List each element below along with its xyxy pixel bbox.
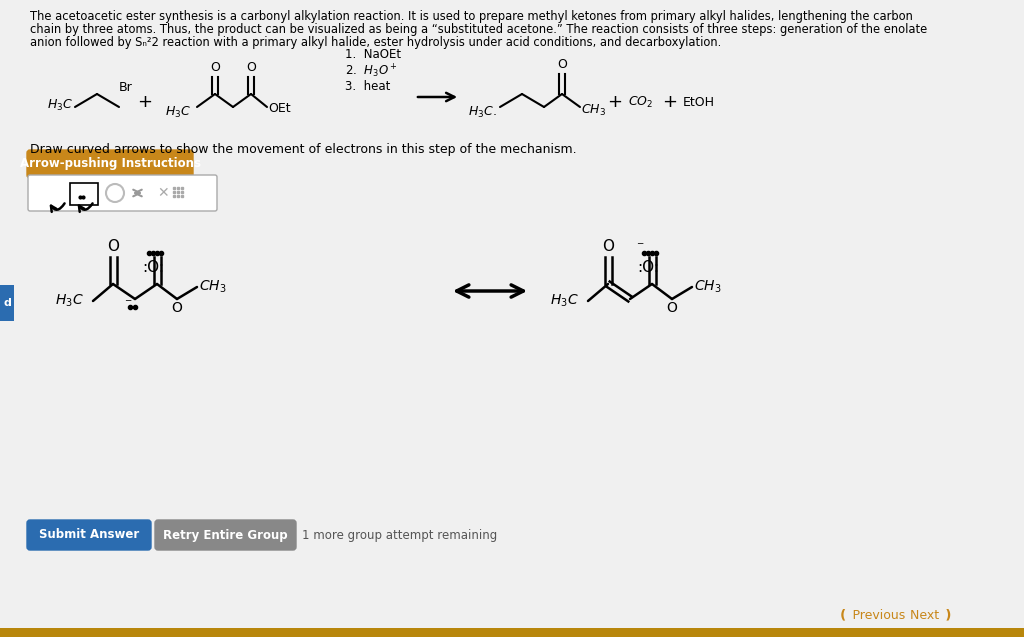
Text: O: O — [172, 301, 182, 315]
Text: $H_3C$: $H_3C$ — [47, 97, 73, 113]
Bar — [0, 285, 14, 321]
Text: EtOH: EtOH — [683, 96, 715, 108]
Text: 1 more group attempt remaining: 1 more group attempt remaining — [302, 529, 498, 541]
FancyBboxPatch shape — [27, 150, 193, 178]
Text: Draw curved arrows to show the movement of electrons in this step of the mechani: Draw curved arrows to show the movement … — [30, 143, 577, 155]
Text: +: + — [607, 93, 623, 111]
Text: $CO_2$: $CO_2$ — [628, 94, 653, 110]
Text: ❪ Previous: ❪ Previous — [838, 608, 905, 622]
Text: O: O — [106, 239, 119, 254]
Text: $^-$: $^-$ — [635, 240, 645, 253]
Text: 3.  heat: 3. heat — [345, 80, 390, 94]
Text: d: d — [3, 298, 11, 308]
Text: Submit Answer: Submit Answer — [39, 529, 139, 541]
Text: $CH_3$: $CH_3$ — [199, 279, 226, 295]
Text: Arrow-pushing Instructions: Arrow-pushing Instructions — [19, 157, 201, 171]
Text: O: O — [602, 239, 614, 254]
Text: $CH_3$: $CH_3$ — [581, 103, 606, 118]
Text: chain by three atoms. Thus, the product can be visualized as being a “substitute: chain by three atoms. Thus, the product … — [30, 23, 928, 36]
Text: 2.  $H_3O^+$: 2. $H_3O^+$ — [345, 62, 397, 80]
Text: O: O — [246, 61, 256, 74]
Text: The acetoacetic ester synthesis is a carbonyl alkylation reaction. It is used to: The acetoacetic ester synthesis is a car… — [30, 10, 912, 23]
Text: $^-$: $^-$ — [123, 297, 133, 310]
Text: OEt: OEt — [268, 103, 291, 115]
Text: anion followed by Sₙ²2 reaction with a primary alkyl halide, ester hydrolysis un: anion followed by Sₙ²2 reaction with a p… — [30, 36, 721, 49]
Text: $H_3C$: $H_3C$ — [55, 293, 84, 309]
Text: $CH_3$: $CH_3$ — [694, 279, 722, 295]
Text: Next ❫: Next ❫ — [910, 608, 953, 622]
Text: Retry Entire Group: Retry Entire Group — [163, 529, 288, 541]
Text: :O:: :O: — [142, 259, 164, 275]
Text: $H_3C.$: $H_3C.$ — [468, 104, 497, 120]
Text: :O:: :O: — [637, 259, 659, 275]
Text: O: O — [557, 58, 567, 71]
Text: 1.  NaOEt: 1. NaOEt — [345, 48, 401, 62]
Text: Br: Br — [119, 81, 133, 94]
FancyBboxPatch shape — [28, 175, 217, 211]
Text: +: + — [663, 93, 678, 111]
Text: O: O — [210, 61, 220, 74]
FancyBboxPatch shape — [155, 520, 296, 550]
Text: $H_3C$: $H_3C$ — [165, 104, 191, 120]
Text: $H_3C$: $H_3C$ — [550, 293, 579, 309]
Bar — [0, 628, 1024, 637]
FancyBboxPatch shape — [27, 520, 151, 550]
Text: ✕: ✕ — [158, 186, 169, 200]
Text: O: O — [667, 301, 678, 315]
Text: +: + — [137, 93, 153, 111]
